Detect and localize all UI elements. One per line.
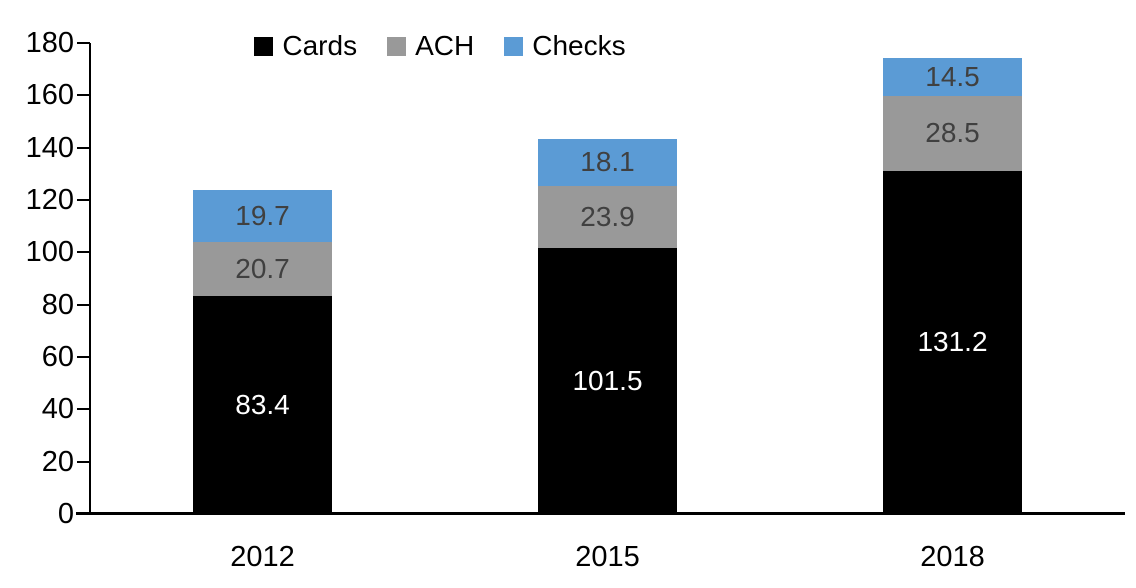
- bar-value-label: 83.4: [235, 388, 290, 420]
- bar-value-label: 101.5: [572, 365, 643, 397]
- y-axis-tick: [77, 94, 90, 97]
- bar-value-label: 28.5: [925, 117, 980, 149]
- y-axis-tick-label: 0: [57, 498, 74, 530]
- y-axis-tick: [77, 146, 90, 149]
- y-axis-tick-label: 120: [25, 184, 74, 216]
- y-axis-tick: [77, 513, 90, 515]
- legend-swatch-ach: [387, 36, 407, 56]
- x-axis-label-2015: 2015: [575, 541, 640, 573]
- bar-value-label: 20.7: [235, 252, 290, 284]
- y-axis-tick-label: 140: [25, 131, 74, 164]
- legend-item-ach: ACH: [387, 32, 474, 60]
- bar-value-label: 23.9: [580, 201, 635, 233]
- y-axis-tick: [77, 303, 90, 306]
- legend-swatch-cards: [254, 36, 274, 56]
- bar-segment-2015-ach: 23.9: [538, 185, 677, 249]
- y-axis-tick: [77, 199, 90, 201]
- bar-value-label: 19.7: [235, 199, 290, 231]
- bar-segment-2012-checks: 19.7: [193, 190, 332, 242]
- y-axis-tick: [77, 356, 90, 358]
- legend-label: Checks: [532, 30, 626, 61]
- bar-segment-2018-checks: 14.5: [883, 58, 1022, 97]
- legend-item-cards: Cards: [254, 32, 357, 60]
- bar-value-label: 14.5: [925, 61, 980, 93]
- bar-segment-2012-cards: 83.4: [193, 295, 332, 514]
- bar-value-label: 131.2: [917, 326, 988, 358]
- legend-label: ACH: [415, 30, 475, 61]
- bar-segment-2015-checks: 18.1: [538, 138, 677, 186]
- legend-swatch-checks: [504, 36, 524, 56]
- y-axis-tick: [77, 408, 90, 411]
- y-axis-tick-label: 180: [25, 27, 74, 59]
- chart-legend: Cards ACH Checks: [90, 32, 790, 60]
- y-axis-tick-label: 160: [25, 79, 74, 112]
- bar-segment-2012-ach: 20.7: [193, 241, 332, 296]
- legend-label: Cards: [282, 30, 358, 61]
- y-axis-tick-label: 80: [41, 288, 74, 321]
- bar-value-label: 18.1: [580, 146, 635, 178]
- bar-segment-2018-cards: 131.2: [883, 170, 1022, 514]
- y-axis-tick: [77, 460, 90, 463]
- y-axis-tick-label: 40: [41, 393, 74, 426]
- y-axis-tick: [77, 42, 90, 44]
- y-axis-tick: [77, 251, 90, 254]
- x-axis-label-2018: 2018: [920, 541, 985, 573]
- x-axis-label-2012: 2012: [230, 541, 295, 573]
- bar-segment-2015-cards: 101.5: [538, 248, 677, 514]
- y-axis-tick-label: 20: [41, 445, 74, 478]
- y-axis-tick-label: 100: [25, 236, 74, 269]
- legend-item-checks: Checks: [504, 30, 626, 61]
- y-axis-tick-label: 60: [41, 341, 74, 373]
- y-axis: [89, 43, 91, 514]
- bar-segment-2018-ach: 28.5: [883, 96, 1022, 171]
